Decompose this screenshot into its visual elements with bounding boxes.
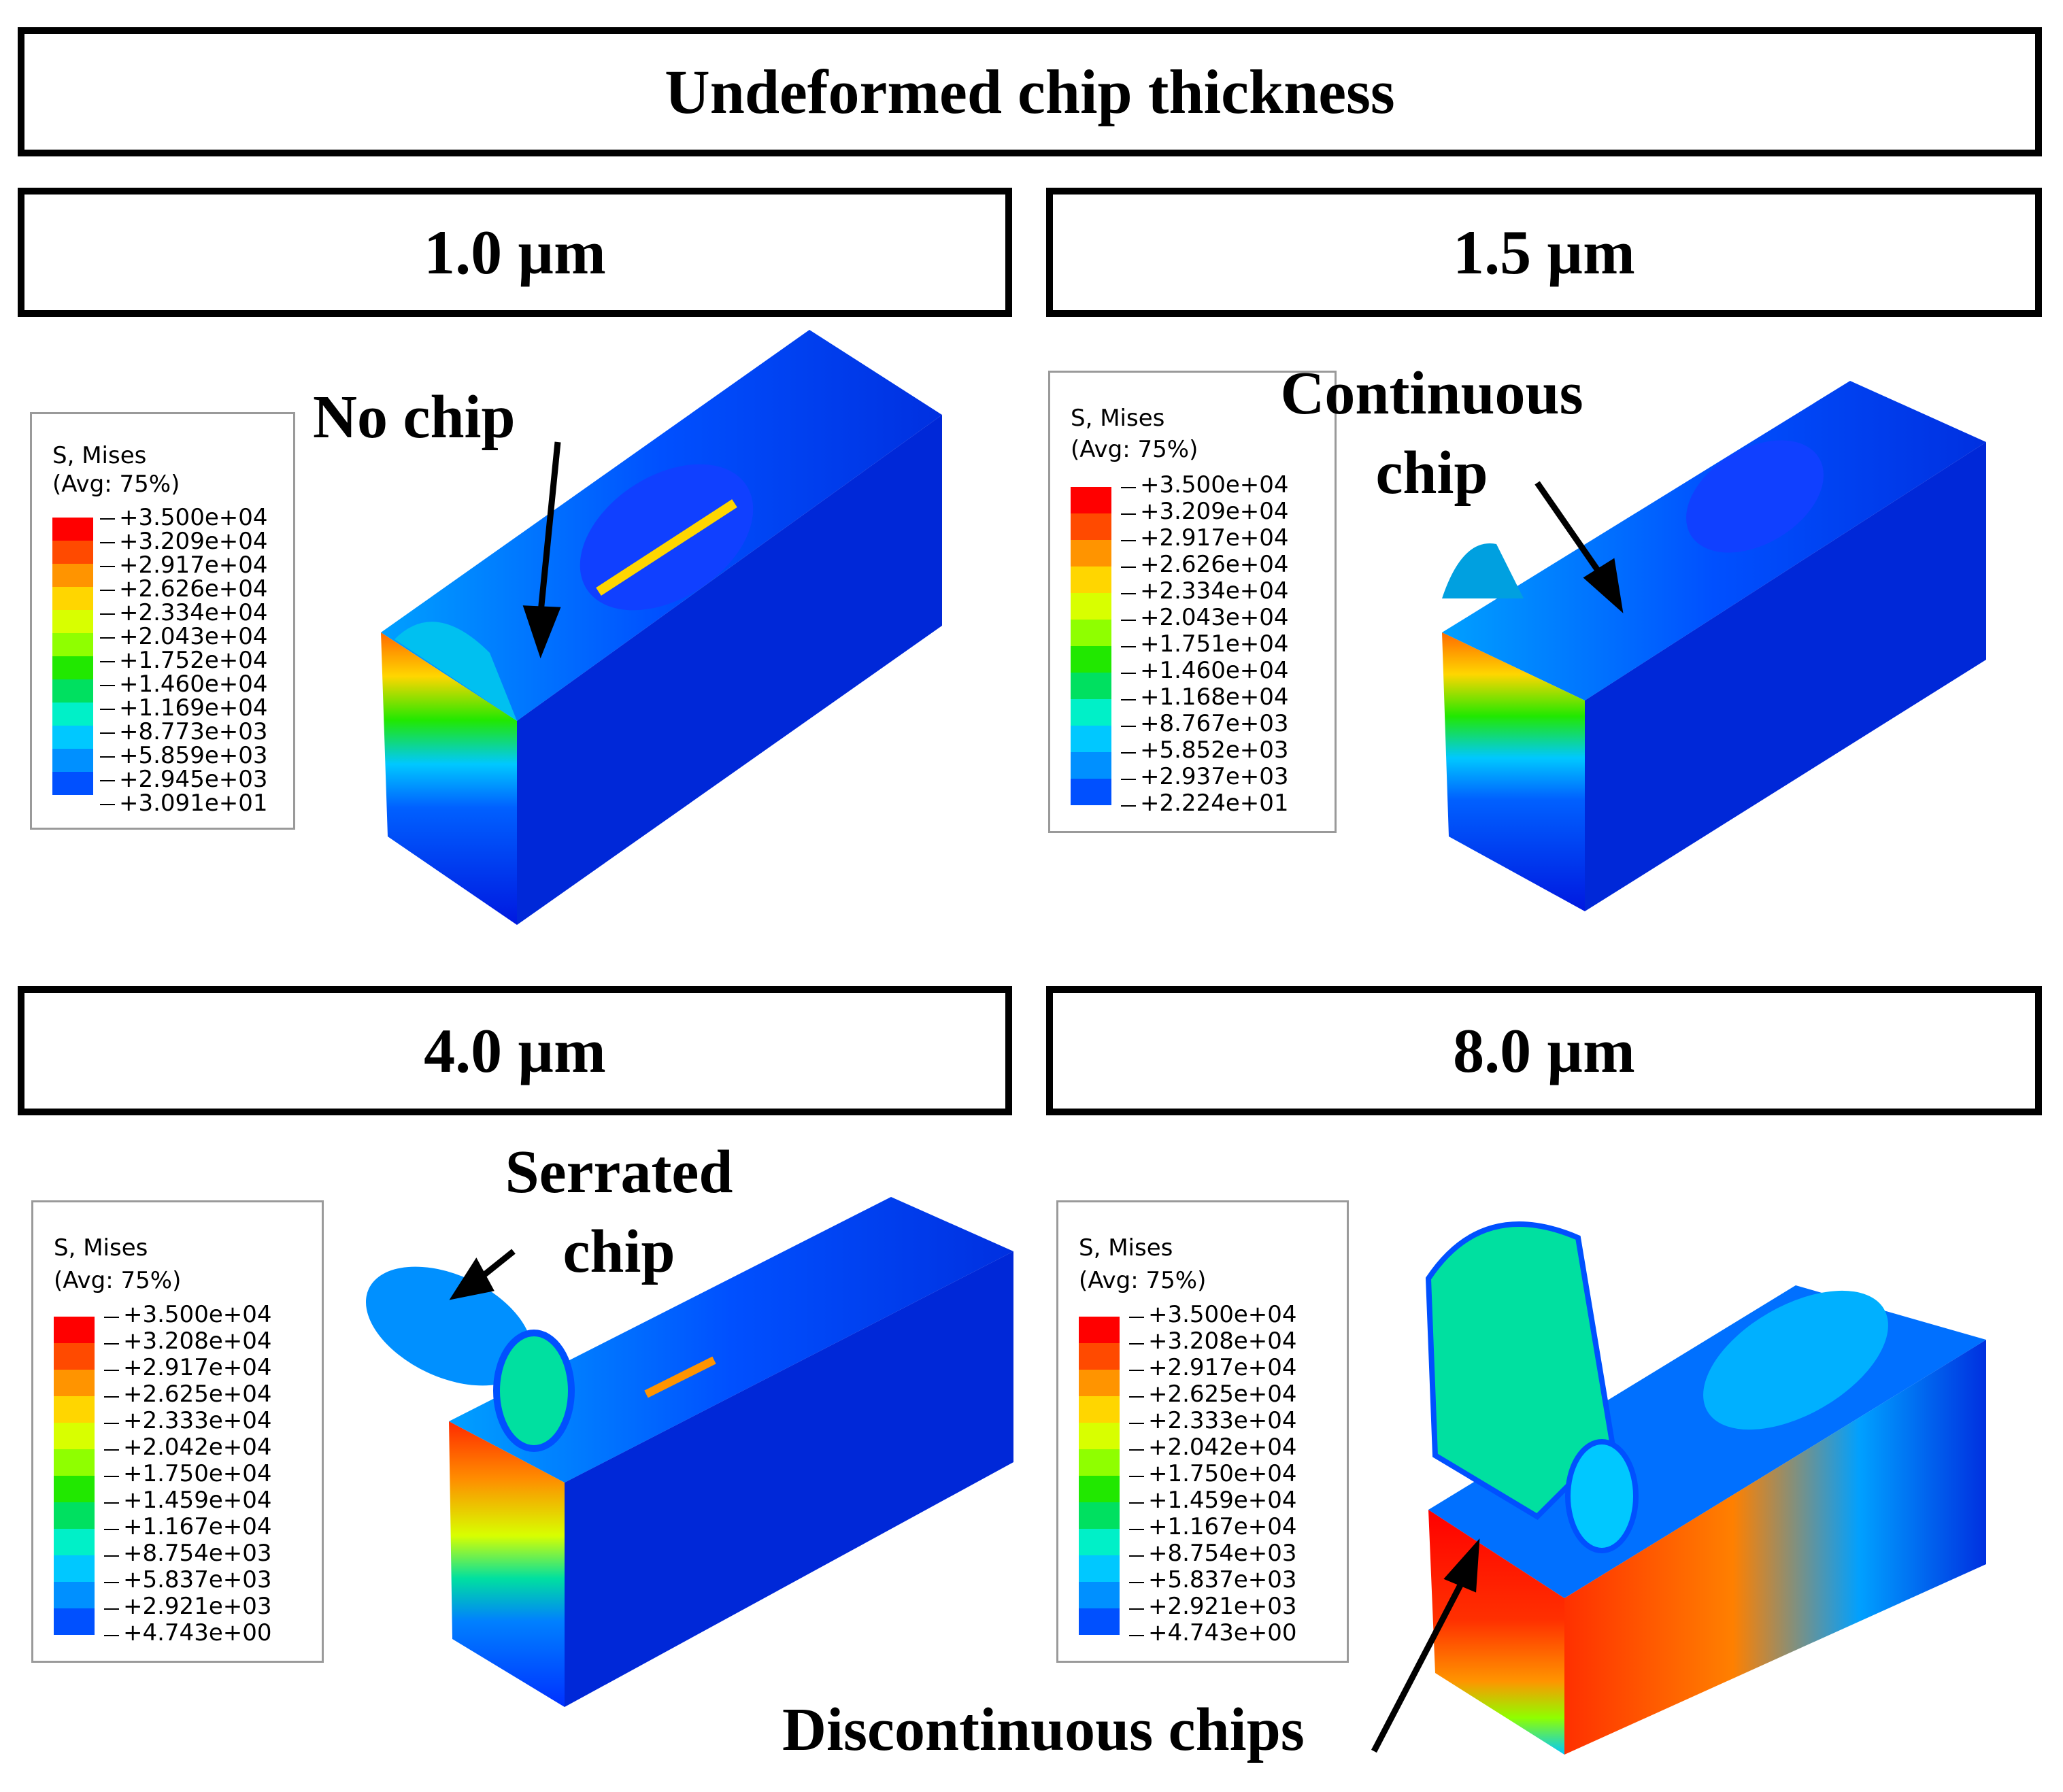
legend-value: +1.169e+04 [100, 694, 268, 722]
legend-value: +2.625e+04 [1129, 1381, 1297, 1408]
legend-value: +5.859e+03 [100, 742, 268, 769]
annotation-serrated-chip: Serrated chip [483, 1132, 755, 1291]
model-4 [1425, 1221, 1986, 1755]
legend-value: +2.333e+04 [104, 1407, 272, 1434]
legend-value: +3.091e+01 [100, 790, 268, 817]
legend-value: +2.043e+04 [1121, 604, 1289, 631]
annotation-no-chip: No chip [313, 384, 516, 451]
legend-value: +3.500e+04 [104, 1301, 272, 1328]
legend-value: +2.921e+03 [104, 1593, 272, 1620]
legend-value: +2.334e+04 [1121, 577, 1289, 605]
legend-panel-3: S, Mises (Avg: 75%) +3.500e+04 +3.208e+0… [31, 1200, 324, 1663]
legend-value: +2.626e+04 [100, 575, 268, 603]
legend-value: +3.208e+04 [1129, 1328, 1297, 1355]
legend-value: +2.334e+04 [100, 599, 268, 626]
annotation-line: chip [563, 1218, 675, 1285]
legend-subtitle: (Avg: 75%) [52, 471, 180, 498]
legend-panel-1: S, Mises (Avg: 75%) +3.500e+04 +3.209e+0… [30, 412, 295, 830]
legend-value: +2.917e+04 [100, 552, 268, 579]
legend-value: +1.167e+04 [1129, 1513, 1297, 1540]
legend-value: +4.743e+00 [1129, 1619, 1297, 1646]
model-3 [365, 1197, 1013, 1707]
legend-value: +1.168e+04 [1121, 683, 1289, 711]
legend-value: +4.743e+00 [104, 1619, 272, 1646]
legend-value: +8.767e+03 [1121, 710, 1289, 737]
legend-value: +1.752e+04 [100, 647, 268, 674]
annotation-continuous-chip: Continuous chip [1262, 354, 1602, 513]
legend-value: +2.224e+01 [1121, 790, 1289, 817]
legend-values: +3.500e+04 +3.208e+04 +2.917e+04 +2.625e… [1129, 1301, 1297, 1648]
legend-value: +3.209e+04 [1121, 498, 1289, 525]
figure-title: Undeformed chip thickness [18, 27, 2042, 156]
legend-value: +1.750e+04 [104, 1460, 272, 1487]
legend-value: +2.042e+04 [1129, 1434, 1297, 1461]
legend-value: +2.625e+04 [104, 1381, 272, 1408]
legend-value: +1.167e+04 [104, 1513, 272, 1540]
annotation-line: Serrated [505, 1138, 733, 1206]
legend-value: +5.837e+03 [1129, 1566, 1297, 1593]
legend-values: +3.500e+04 +3.209e+04 +2.917e+04 +2.626e… [100, 504, 268, 817]
color-ramp [1071, 487, 1111, 805]
legend-title: S, Mises [1079, 1234, 1173, 1262]
annotation-line: chip [1375, 439, 1488, 507]
color-ramp [1079, 1317, 1120, 1635]
legend-value: +1.459e+04 [104, 1487, 272, 1514]
legend-value: +8.754e+03 [104, 1540, 272, 1567]
panel-label-4: 8.0 µm [1046, 986, 2042, 1115]
annotation-arrows [449, 441, 1624, 1753]
legend-title: S, Mises [54, 1234, 148, 1262]
panel-label-1: 1.0 µm [18, 188, 1012, 317]
legend-value: +3.209e+04 [100, 528, 268, 555]
legend-subtitle: (Avg: 75%) [1071, 436, 1198, 463]
legend-value: +2.917e+04 [1129, 1354, 1297, 1381]
panel-label-3: 4.0 µm [18, 986, 1012, 1115]
legend-values: +3.500e+04 +3.208e+04 +2.917e+04 +2.625e… [104, 1301, 272, 1648]
legend-value: +3.500e+04 [100, 504, 268, 531]
legend-value: +1.751e+04 [1121, 630, 1289, 658]
legend-subtitle: (Avg: 75%) [54, 1267, 182, 1294]
model-1 [381, 330, 942, 925]
legend-title: S, Mises [1071, 405, 1165, 432]
legend-value: +2.921e+03 [1129, 1593, 1297, 1620]
legend-value: +2.043e+04 [100, 623, 268, 650]
color-ramp [54, 1317, 95, 1635]
legend-subtitle: (Avg: 75%) [1079, 1267, 1207, 1294]
panel-label-2: 1.5 µm [1046, 188, 2042, 317]
legend-value: +3.500e+04 [1129, 1301, 1297, 1328]
legend-values: +3.500e+04 +3.209e+04 +2.917e+04 +2.626e… [1121, 471, 1289, 818]
legend-value: +1.459e+04 [1129, 1487, 1297, 1514]
legend-value: +3.208e+04 [104, 1328, 272, 1355]
legend-value: +5.837e+03 [104, 1566, 272, 1593]
color-ramp [52, 518, 93, 795]
legend-value: +3.500e+04 [1121, 471, 1289, 498]
legend-value: +1.460e+04 [100, 671, 268, 698]
legend-value: +5.852e+03 [1121, 737, 1289, 764]
legend-value: +2.937e+03 [1121, 763, 1289, 790]
legend-value: +2.917e+04 [104, 1354, 272, 1381]
legend-value: +8.773e+03 [100, 718, 268, 745]
legend-value: +1.460e+04 [1121, 657, 1289, 684]
legend-value: +1.750e+04 [1129, 1460, 1297, 1487]
legend-value: +2.333e+04 [1129, 1407, 1297, 1434]
model-2 [1442, 381, 1986, 911]
legend-panel-4: S, Mises (Avg: 75%) +3.500e+04 +3.208e+0… [1056, 1200, 1349, 1663]
legend-value: +8.754e+03 [1129, 1540, 1297, 1567]
legend-value: +2.042e+04 [104, 1434, 272, 1461]
legend-value: +2.945e+03 [100, 766, 268, 793]
legend-title: S, Mises [52, 442, 147, 469]
annotation-line: Continuous [1280, 360, 1583, 427]
legend-panel-2: S, Mises (Avg: 75%) +3.500e+04 +3.209e+0… [1048, 371, 1337, 833]
annotation-discontinuous-chips: Discontinuous chips [782, 1696, 1305, 1763]
legend-value: +2.626e+04 [1121, 551, 1289, 578]
legend-value: +2.917e+04 [1121, 524, 1289, 552]
